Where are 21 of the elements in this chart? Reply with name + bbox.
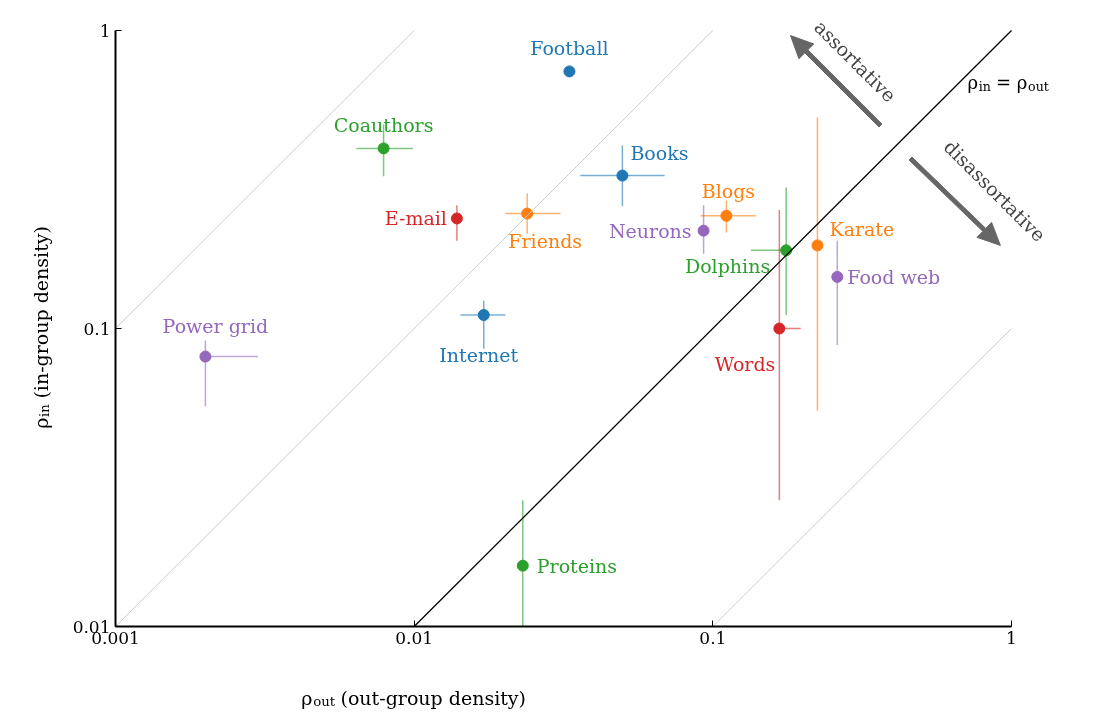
- y-tick-label: 0.1: [83, 318, 111, 339]
- series-label: Football: [530, 37, 609, 60]
- series-label: Coauthors: [333, 114, 434, 137]
- series-label: Books: [630, 141, 689, 164]
- x-tick-label: 1: [1006, 627, 1017, 648]
- x-tick-label: 0.01: [395, 627, 434, 648]
- series-label: E-mail: [384, 207, 447, 230]
- series-label: Neurons: [608, 219, 692, 242]
- series-label: Internet: [439, 343, 519, 366]
- series-label: Words: [714, 352, 776, 375]
- series-label: Power grid: [162, 314, 269, 337]
- series-label: Friends: [508, 229, 583, 252]
- x-axis-title: ρout (out-group density): [301, 686, 527, 710]
- series-label: Dolphins: [684, 255, 771, 278]
- y-tick-label: 1: [99, 20, 111, 41]
- series-label: Proteins: [536, 554, 618, 577]
- series-label: Food web: [847, 265, 941, 288]
- y-axis-title: ρin (in-group density): [29, 226, 53, 429]
- series-label: Blogs: [701, 179, 756, 202]
- x-tick-label: 0.1: [699, 627, 727, 648]
- series-label: Karate: [829, 218, 895, 241]
